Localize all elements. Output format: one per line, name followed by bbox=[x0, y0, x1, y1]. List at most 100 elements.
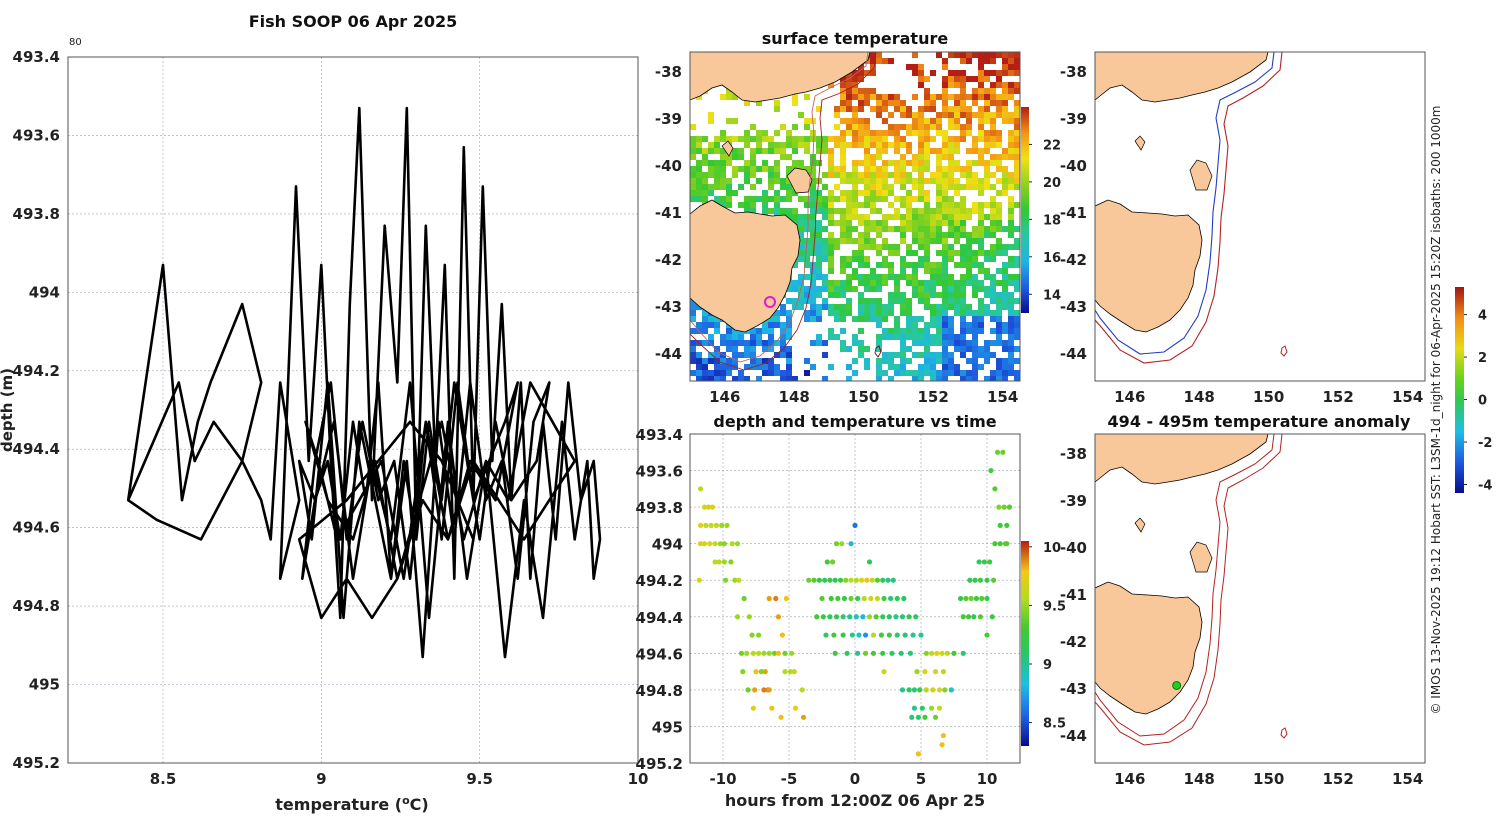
sst-pixel bbox=[840, 130, 846, 136]
sst-pixel bbox=[780, 124, 786, 130]
sst-pixel bbox=[822, 280, 828, 286]
sst-pixel bbox=[942, 82, 948, 88]
sst-pixel bbox=[858, 280, 864, 286]
sst-pixel bbox=[972, 94, 978, 100]
sst-pixel bbox=[720, 196, 726, 202]
sst-pixel bbox=[792, 94, 798, 100]
sst-pixel bbox=[846, 118, 852, 124]
sst-pixel bbox=[756, 196, 762, 202]
sst-pixel bbox=[1002, 340, 1008, 346]
sst-pixel bbox=[942, 94, 948, 100]
sst-pixel bbox=[864, 184, 870, 190]
sst-pixel bbox=[882, 196, 888, 202]
sst-pixel bbox=[690, 196, 696, 202]
sst-pixel bbox=[876, 112, 882, 118]
sst-pixel bbox=[810, 184, 816, 190]
depth-time-point bbox=[840, 614, 846, 620]
depth-time-point bbox=[712, 541, 718, 547]
sst-pixel bbox=[840, 304, 846, 310]
depth-time-point bbox=[940, 732, 947, 739]
isobath-map-ytick-label: -42 bbox=[1060, 251, 1087, 269]
sst-pixel bbox=[960, 298, 966, 304]
sst-pixel bbox=[918, 160, 924, 166]
sst-pixel bbox=[852, 202, 858, 208]
sst-pixel bbox=[864, 166, 870, 172]
sst-pixel bbox=[990, 154, 996, 160]
profile-corner-label: 80 bbox=[69, 37, 82, 48]
sst-pixel bbox=[828, 172, 834, 178]
sst-pixel bbox=[858, 70, 864, 76]
sst-pixel bbox=[864, 142, 870, 148]
sst-pixel bbox=[978, 250, 984, 256]
sst-pixel bbox=[996, 328, 1002, 334]
sst-pixel bbox=[858, 160, 864, 166]
sst-pixel bbox=[876, 142, 882, 148]
sst-pixel bbox=[864, 190, 870, 196]
profile-xtick-label: 10 bbox=[628, 770, 649, 788]
sst-pixel bbox=[948, 184, 954, 190]
sst-pixel bbox=[954, 142, 960, 148]
depth-time-point bbox=[906, 614, 912, 620]
sst-pixel bbox=[996, 244, 1002, 250]
sst-pixel bbox=[858, 298, 864, 304]
sst-pixel bbox=[954, 286, 960, 292]
sst-colorbar-tick-label: 22 bbox=[1043, 138, 1061, 153]
depth-time-point bbox=[814, 614, 820, 620]
depth-time-point bbox=[841, 595, 848, 602]
sst-pixel bbox=[978, 262, 984, 268]
sst-pixel bbox=[690, 316, 696, 322]
sst-pixel bbox=[960, 370, 966, 376]
sst-pixel bbox=[780, 148, 786, 154]
sst-pixel bbox=[816, 226, 822, 232]
depth-time-point bbox=[775, 614, 782, 620]
sst-pixel bbox=[888, 160, 894, 166]
depth-time-xtick-label: -10 bbox=[709, 770, 736, 788]
sst-pixel bbox=[702, 376, 708, 381]
sst-pixel bbox=[954, 298, 960, 304]
sst-pixel bbox=[948, 250, 954, 256]
sst-pixel bbox=[744, 340, 750, 346]
depth-time-ytick-label: 493.8 bbox=[636, 499, 683, 517]
sst-pixel bbox=[930, 352, 936, 358]
sst-pixel bbox=[768, 370, 774, 376]
depth-time-point bbox=[750, 650, 756, 656]
sst-pixel bbox=[708, 376, 714, 381]
sst-pixel bbox=[882, 262, 888, 268]
sst-pixel bbox=[840, 154, 846, 160]
sst-pixel bbox=[924, 88, 930, 94]
sst-pixel bbox=[834, 310, 840, 316]
sst-pixel bbox=[834, 106, 840, 112]
depth-time-point bbox=[874, 595, 881, 602]
sst-pixel bbox=[984, 118, 990, 124]
sst-pixel bbox=[768, 142, 774, 148]
sst-pixel bbox=[846, 298, 852, 304]
sst-pixel bbox=[984, 340, 990, 346]
sst-pixel bbox=[966, 376, 972, 381]
sst-pixel bbox=[846, 82, 852, 88]
sst-pixel bbox=[822, 238, 828, 244]
sst-pixel bbox=[696, 172, 702, 178]
sst-pixel bbox=[852, 214, 858, 220]
depth-time-point bbox=[773, 595, 779, 602]
sst-pixel bbox=[912, 178, 918, 184]
sst-pixel bbox=[1014, 334, 1020, 340]
anomaly-map-king-island bbox=[1134, 517, 1146, 533]
sst-pixel bbox=[918, 142, 924, 148]
sst-pixel bbox=[786, 130, 792, 136]
sst-pixel bbox=[954, 292, 960, 298]
sst-pixel bbox=[840, 118, 846, 124]
sst-pixel bbox=[960, 376, 966, 381]
sst-pixel bbox=[762, 166, 768, 172]
sst-pixel bbox=[834, 292, 840, 298]
depth-time-point bbox=[696, 577, 702, 583]
sst-pixel bbox=[924, 220, 930, 226]
depth-time-point bbox=[782, 669, 788, 675]
sst-pixel bbox=[942, 184, 948, 190]
sst-map-ytick-label: -42 bbox=[655, 251, 682, 269]
sst-pixel bbox=[996, 310, 1002, 316]
sst-pixel bbox=[948, 220, 954, 226]
sst-pixel bbox=[750, 340, 756, 346]
depth-time-point bbox=[984, 632, 990, 638]
sst-pixel bbox=[864, 100, 870, 106]
sst-pixel bbox=[930, 220, 936, 226]
